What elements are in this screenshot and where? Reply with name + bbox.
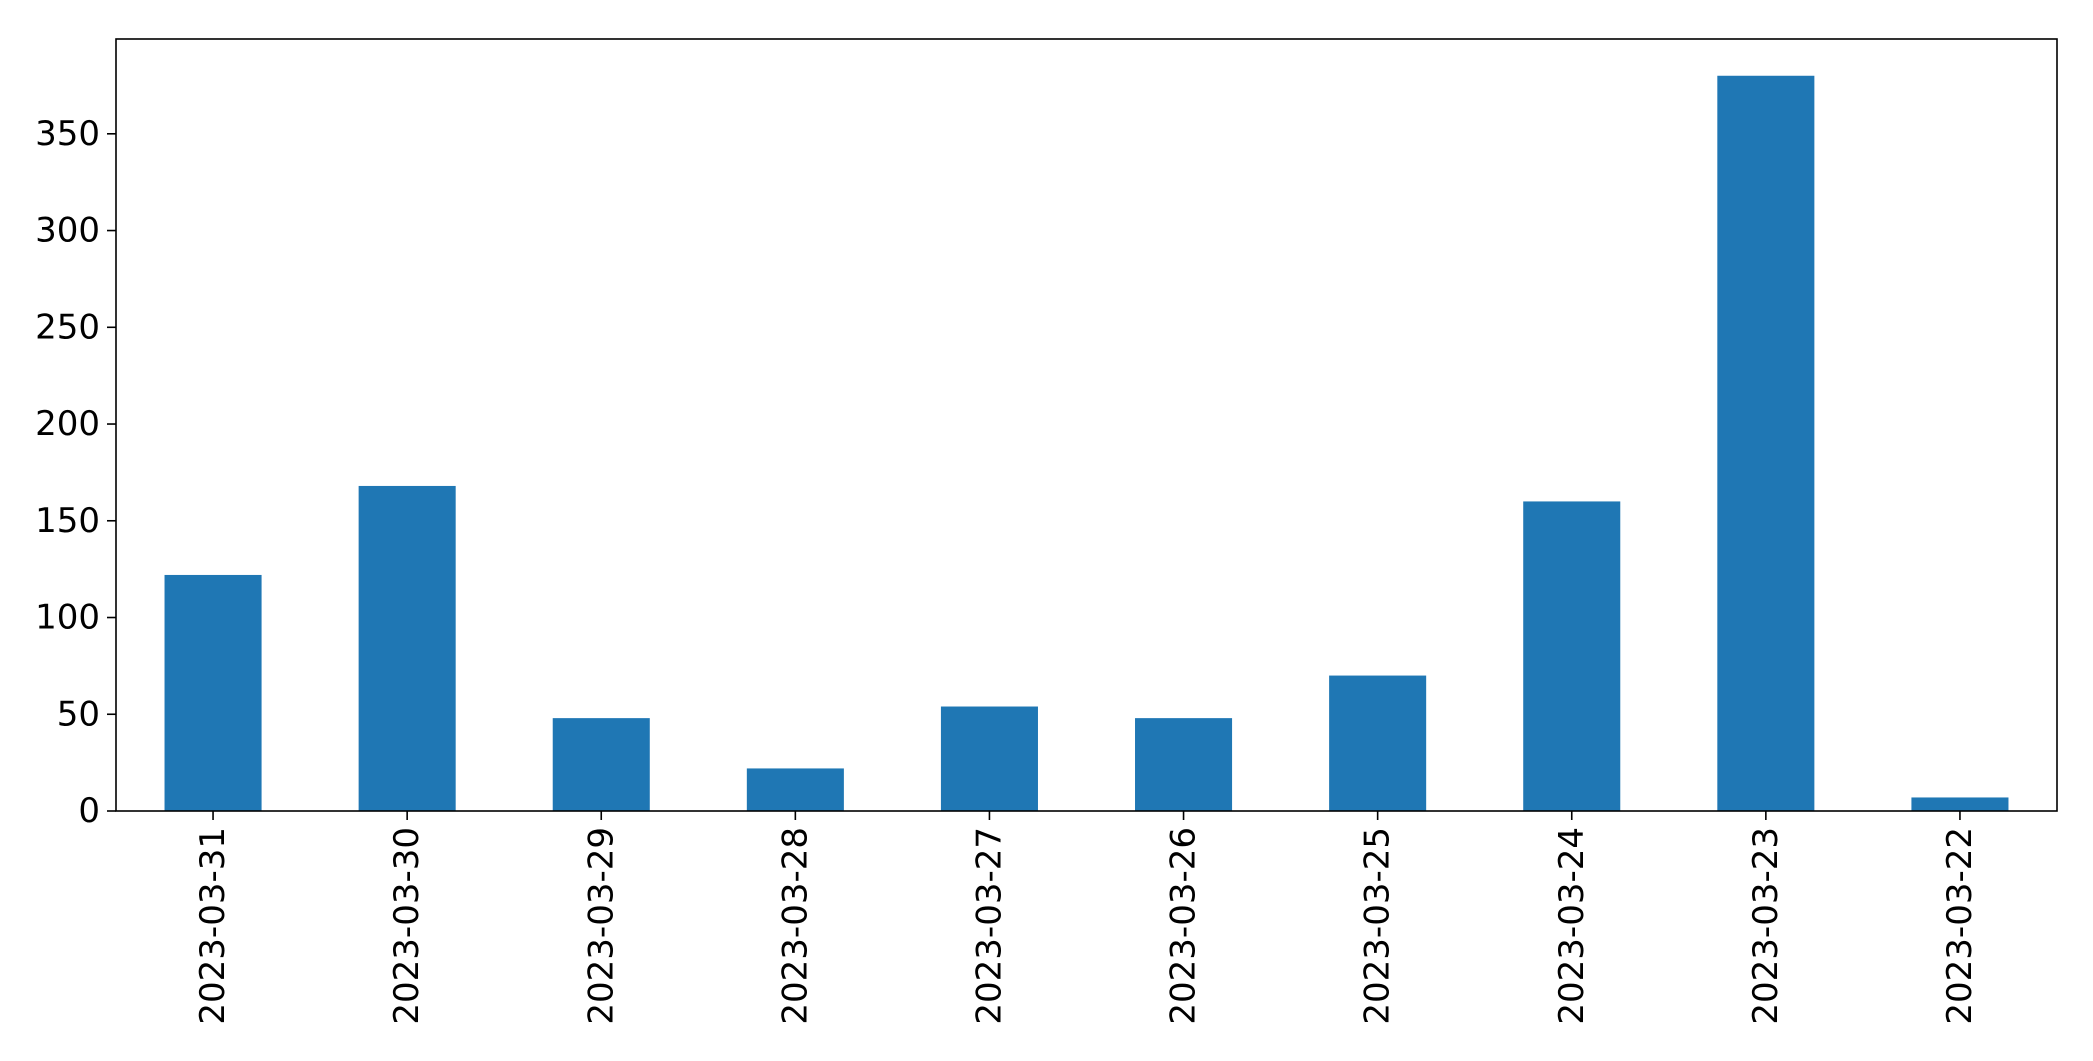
bar-2023-03-31 xyxy=(164,574,262,811)
y-tick-label: 200 xyxy=(35,404,100,444)
x-tick-label: 2023-03-26 xyxy=(1164,827,1204,1025)
y-tick-label: 0 xyxy=(78,791,100,831)
bar-2023-03-25 xyxy=(1329,675,1427,811)
x-tick-label: 2023-03-24 xyxy=(1552,827,1592,1025)
y-axis: 0 50 100 150 200 250 300 350 xyxy=(35,114,116,831)
y-tick-label: 100 xyxy=(35,598,100,638)
x-tick-label: 2023-03-30 xyxy=(387,827,427,1025)
bar-2023-03-22 xyxy=(1911,797,2009,811)
x-tick-label: 2023-03-22 xyxy=(1940,827,1980,1025)
bar-2023-03-29 xyxy=(552,718,650,811)
y-tick-label: 250 xyxy=(35,307,100,347)
y-tick-label: 50 xyxy=(57,694,100,734)
x-axis: 2023-03-31 2023-03-30 2023-03-29 2023-03-28… xyxy=(193,811,1980,1025)
x-tick-label: 2023-03-31 xyxy=(193,827,233,1025)
y-tick-label: 300 xyxy=(35,211,100,251)
bar-2023-03-24 xyxy=(1523,501,1621,811)
y-tick-label: 150 xyxy=(35,501,100,541)
plot-frame xyxy=(115,38,2058,812)
x-tick-label: 2023-03-27 xyxy=(969,827,1009,1025)
bar-2023-03-26 xyxy=(1135,718,1233,811)
x-tick-label: 2023-03-23 xyxy=(1746,827,1786,1025)
x-tick-label: 2023-03-28 xyxy=(775,827,815,1025)
bars-layer xyxy=(164,75,2009,811)
bar-2023-03-27 xyxy=(940,706,1038,811)
bar-2023-03-23 xyxy=(1717,75,1815,811)
bar-2023-03-30 xyxy=(358,485,456,811)
y-tick-label: 350 xyxy=(35,114,100,154)
axes-layer xyxy=(115,38,2058,812)
x-tick-label: 2023-03-29 xyxy=(581,827,621,1025)
bar-2023-03-28 xyxy=(746,768,844,811)
x-tick-label: 2023-03-25 xyxy=(1358,827,1398,1025)
